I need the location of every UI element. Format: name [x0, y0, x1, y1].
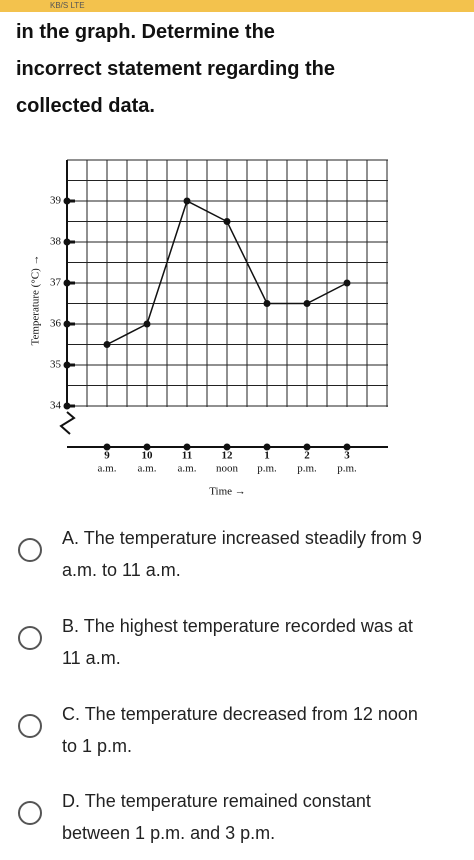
- x-tick-sublabel: a.m.: [138, 463, 157, 475]
- option[interactable]: D. The temperature remained constant bet…: [0, 785, 474, 855]
- status-text: KB/S LTE: [50, 1, 85, 10]
- x-tick-dot: [343, 443, 351, 451]
- y-tick-label: 37: [50, 277, 62, 289]
- data-point: [223, 218, 231, 225]
- data-point: [103, 341, 111, 348]
- x-axis-label: Time →: [209, 486, 246, 498]
- x-tick-label: 3: [344, 450, 350, 462]
- radio-button[interactable]: [18, 801, 42, 825]
- x-tick-dot: [143, 443, 151, 451]
- x-tick-sublabel: noon: [216, 463, 239, 475]
- data-point: [183, 197, 191, 205]
- axis-break: [59, 411, 76, 435]
- option-letter: A.: [62, 528, 80, 548]
- data-point: [303, 300, 311, 307]
- option-text: A. The temperature increased steadily fr…: [62, 522, 422, 586]
- x-tick-sublabel: a.m.: [178, 463, 197, 475]
- x-tick-sublabel: p.m.: [337, 463, 357, 475]
- option[interactable]: C. The temperature decreased from 12 noo…: [0, 698, 474, 768]
- y-tick-dot: [63, 320, 71, 328]
- x-tick-sublabel: p.m.: [297, 463, 317, 475]
- x-tick-label: 11: [182, 450, 192, 462]
- x-tick-label: 10: [142, 450, 154, 462]
- y-tick-dot: [63, 361, 71, 369]
- y-tick-dot: [63, 279, 71, 287]
- x-tick-label: 12: [222, 450, 234, 462]
- option-text: D. The temperature remained constant bet…: [62, 785, 422, 849]
- y-tick-dot: [63, 238, 71, 246]
- radio-button[interactable]: [18, 538, 42, 562]
- option-letter: D.: [62, 791, 80, 811]
- x-tick-label: 2: [304, 450, 310, 462]
- option-text: C. The temperature decreased from 12 noo…: [62, 698, 422, 762]
- x-tick-label: 1: [264, 450, 270, 462]
- option-body: The temperature remained constant betwee…: [62, 791, 371, 843]
- x-tick-dot: [263, 443, 271, 451]
- y-tick-label: 35: [50, 359, 62, 371]
- option-body: The temperature decreased from 12 noon t…: [62, 704, 418, 756]
- x-tick-sublabel: a.m.: [98, 463, 117, 475]
- data-point: [263, 300, 271, 307]
- x-tick-dot: [223, 443, 231, 451]
- x-tick-label: 9: [104, 450, 110, 462]
- radio-button[interactable]: [18, 626, 42, 650]
- option-letter: B.: [62, 616, 80, 636]
- question-text: in the graph. Determine the incorrect st…: [16, 21, 335, 117]
- x-tick-dot: [183, 443, 191, 451]
- data-point: [343, 279, 351, 287]
- option-body: The highest temperature recorded was at …: [62, 616, 413, 668]
- x-tick-dot: [103, 443, 111, 451]
- y-tick-label: 34: [50, 400, 62, 412]
- y-tick-dot: [63, 197, 71, 205]
- option[interactable]: A. The temperature increased steadily fr…: [0, 522, 474, 592]
- y-tick-label: 36: [50, 318, 62, 330]
- x-tick-dot: [303, 443, 311, 451]
- option[interactable]: B. The highest temperature recorded was …: [0, 610, 474, 680]
- y-tick-label: 39: [50, 195, 62, 207]
- status-bar: KB/S LTE: [0, 0, 474, 12]
- data-point: [143, 320, 151, 328]
- option-text: B. The highest temperature recorded was …: [62, 610, 422, 674]
- x-tick-sublabel: p.m.: [257, 463, 277, 475]
- option-letter: C.: [62, 704, 80, 724]
- radio-button[interactable]: [18, 714, 42, 738]
- y-axis-label: Temperature (°C) →: [30, 255, 42, 346]
- option-body: The temperature increased steadily from …: [62, 528, 422, 580]
- y-tick-dot: [63, 402, 71, 410]
- y-tick-label: 38: [50, 236, 62, 248]
